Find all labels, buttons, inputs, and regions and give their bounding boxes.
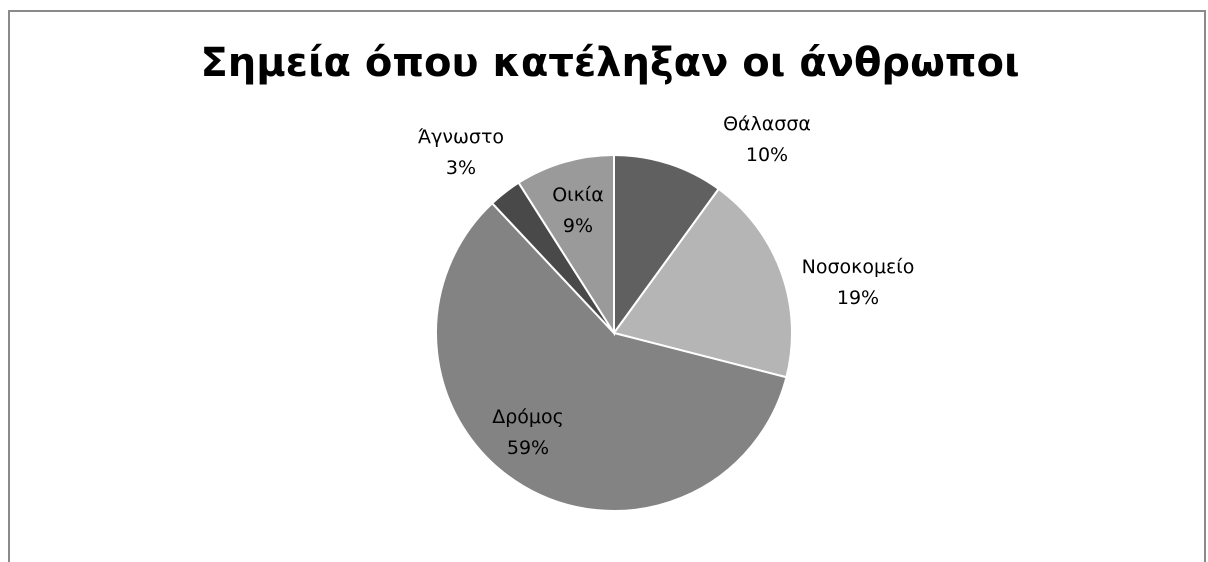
slice-label-name-thalassa: Θάλασσα xyxy=(723,113,811,135)
pie-slice-nosokomeio xyxy=(612,187,793,379)
chart-title: Σημεία όπου κατέληξαν οι άνθρωποι xyxy=(200,40,1020,86)
slice-label-percent-oikia: 9% xyxy=(563,215,593,237)
slice-label-percent-thalassa: 10% xyxy=(746,144,788,166)
slice-label-name-agnosto: Άγνωστο xyxy=(418,126,504,148)
pie-slice-oikia xyxy=(517,153,615,337)
chart-border-top xyxy=(8,10,1206,12)
slice-label-percent-dromos: 59% xyxy=(507,437,549,459)
slice-label-name-nosokomeio: Νοσοκομείο xyxy=(802,256,915,278)
slice-label-percent-agnosto: 3% xyxy=(446,157,476,179)
slice-label-name-dromos: Δρόμος xyxy=(492,406,564,428)
pie-slices xyxy=(435,153,793,512)
chart-border-right xyxy=(1204,10,1206,562)
chart-border-left xyxy=(8,10,10,562)
slice-label-percent-nosokomeio: 19% xyxy=(837,287,879,309)
pie-labels: Θάλασσα 10% Νοσοκομείο 19% Δρόμος 59% Άγνωστο 3… xyxy=(418,113,914,459)
pie-slice-thalassa xyxy=(613,153,721,337)
slice-label-name-oikia: Οικία xyxy=(552,184,604,206)
pie-slice-dromos xyxy=(435,201,788,512)
